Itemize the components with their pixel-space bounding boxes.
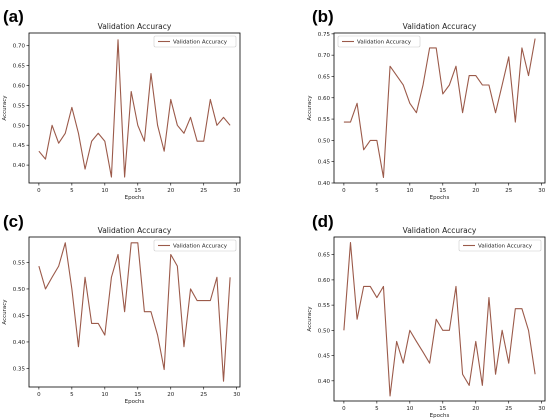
legend: Validation Accuracy	[153, 35, 237, 48]
panel-label: (a)	[3, 7, 24, 26]
y-tick-label: 0.55	[318, 303, 331, 309]
y-tick-label: 0.75	[318, 32, 331, 38]
y-tick-label: 0.60	[318, 278, 331, 284]
y-tick-label: 0.40	[13, 163, 26, 169]
chart-panel-2: (b) Validation Accuracy 0 5 10 15 20 25 30 0.40 0.…	[307, 7, 546, 201]
y-tick-label: 0.60	[13, 84, 26, 90]
chart-title: Validation Accuracy	[403, 22, 477, 31]
y-tick-label: 0.55	[13, 103, 26, 109]
legend: Validation Accuracy	[458, 239, 542, 252]
y-tick-label: 0.35	[13, 366, 26, 372]
y-tick-label: 0.45	[318, 160, 331, 166]
y-tick-label: 0.45	[13, 143, 26, 149]
y-tick-label: 0.65	[318, 74, 331, 80]
x-tick-label: 5	[70, 188, 74, 194]
legend-box	[153, 239, 237, 252]
legend-label: Validation Accuracy	[173, 244, 228, 250]
series-line	[343, 242, 536, 397]
legend-box	[458, 239, 542, 252]
y-tick-label: 0.70	[318, 53, 331, 59]
y-tick-label: 0.40	[318, 379, 331, 385]
series-line	[38, 242, 231, 382]
chart-title: Validation Accuracy	[98, 22, 172, 31]
y-tick-label: 0.60	[318, 96, 331, 102]
x-tick-label: 15	[439, 188, 446, 194]
x-axis-label: Epochs	[430, 413, 450, 419]
x-tick-label: 15	[134, 392, 141, 398]
y-tick-label: 0.45	[13, 313, 26, 319]
y-tick-label: 0.40	[318, 181, 331, 187]
y-tick-label: 0.65	[13, 64, 26, 70]
y-axis-label: Accuracy	[2, 95, 8, 121]
x-tick-label: 0	[37, 188, 41, 194]
x-tick-label: 10	[406, 188, 413, 194]
x-tick-label: 0	[342, 188, 346, 194]
y-tick-label: 0.40	[13, 340, 26, 346]
legend: Validation Accuracy	[337, 35, 421, 48]
chart-panel-4: (d) Validation Accuracy 0 5 10 15 20 25 30 0.40 0.…	[307, 212, 546, 419]
chart-panel-3: (c) Validation Accuracy 0 5 10 15 20 25 30 0.35 0.…	[2, 212, 241, 405]
plot-area	[333, 236, 546, 402]
plot-area	[333, 32, 546, 184]
chart-panel-1: (a) Validation Accuracy 0 5 10 15 20 25 30 0.40 0.…	[2, 7, 241, 201]
x-tick-label: 30	[233, 188, 240, 194]
y-tick-label: 0.55	[13, 260, 26, 266]
x-axis-label: Epochs	[125, 195, 145, 201]
x-tick-label: 5	[375, 188, 379, 194]
chart-title: Validation Accuracy	[98, 226, 172, 235]
x-tick-label: 25	[200, 188, 207, 194]
x-tick-label: 20	[472, 188, 479, 194]
x-tick-label: 5	[70, 392, 74, 398]
chart-title: Validation Accuracy	[403, 226, 477, 235]
x-tick-label: 0	[342, 406, 346, 412]
legend-box	[153, 35, 237, 48]
y-tick-label: 0.65	[318, 253, 331, 259]
panel-label: (c)	[3, 212, 24, 231]
y-tick-label: 0.55	[318, 117, 331, 123]
x-tick-label: 10	[101, 188, 108, 194]
x-tick-label: 15	[134, 188, 141, 194]
legend-box	[337, 35, 421, 48]
y-axis-label: Accuracy	[2, 299, 8, 325]
y-tick-label: 0.50	[318, 328, 331, 334]
y-tick-label: 0.50	[13, 287, 26, 293]
panel-label: (d)	[312, 212, 334, 231]
x-tick-label: 5	[375, 406, 379, 412]
plot-area	[28, 236, 241, 388]
x-tick-label: 25	[505, 188, 512, 194]
y-tick-label: 0.70	[13, 44, 26, 50]
x-tick-label: 15	[439, 406, 446, 412]
legend-label: Validation Accuracy	[357, 40, 412, 46]
x-tick-label: 0	[37, 392, 41, 398]
y-tick-label: 0.45	[318, 354, 331, 360]
series-line	[343, 38, 536, 179]
x-tick-label: 10	[101, 392, 108, 398]
x-tick-label: 20	[167, 188, 174, 194]
series-line	[38, 39, 231, 178]
x-tick-label: 25	[200, 392, 207, 398]
legend-label: Validation Accuracy	[478, 244, 533, 250]
legend-label: Validation Accuracy	[173, 40, 228, 46]
legend: Validation Accuracy	[153, 239, 237, 252]
y-axis-label: Accuracy	[307, 306, 313, 332]
x-tick-label: 10	[406, 406, 413, 412]
x-tick-label: 20	[472, 406, 479, 412]
x-tick-label: 30	[233, 392, 240, 398]
x-tick-label: 30	[538, 406, 545, 412]
panel-label: (b)	[312, 7, 334, 26]
y-tick-label: 0.50	[318, 138, 331, 144]
x-tick-label: 20	[167, 392, 174, 398]
x-axis-label: Epochs	[125, 399, 145, 405]
y-axis-label: Accuracy	[307, 95, 313, 121]
x-tick-label: 30	[538, 188, 545, 194]
x-tick-label: 25	[505, 406, 512, 412]
x-axis-label: Epochs	[430, 195, 450, 201]
y-tick-label: 0.50	[13, 123, 26, 129]
